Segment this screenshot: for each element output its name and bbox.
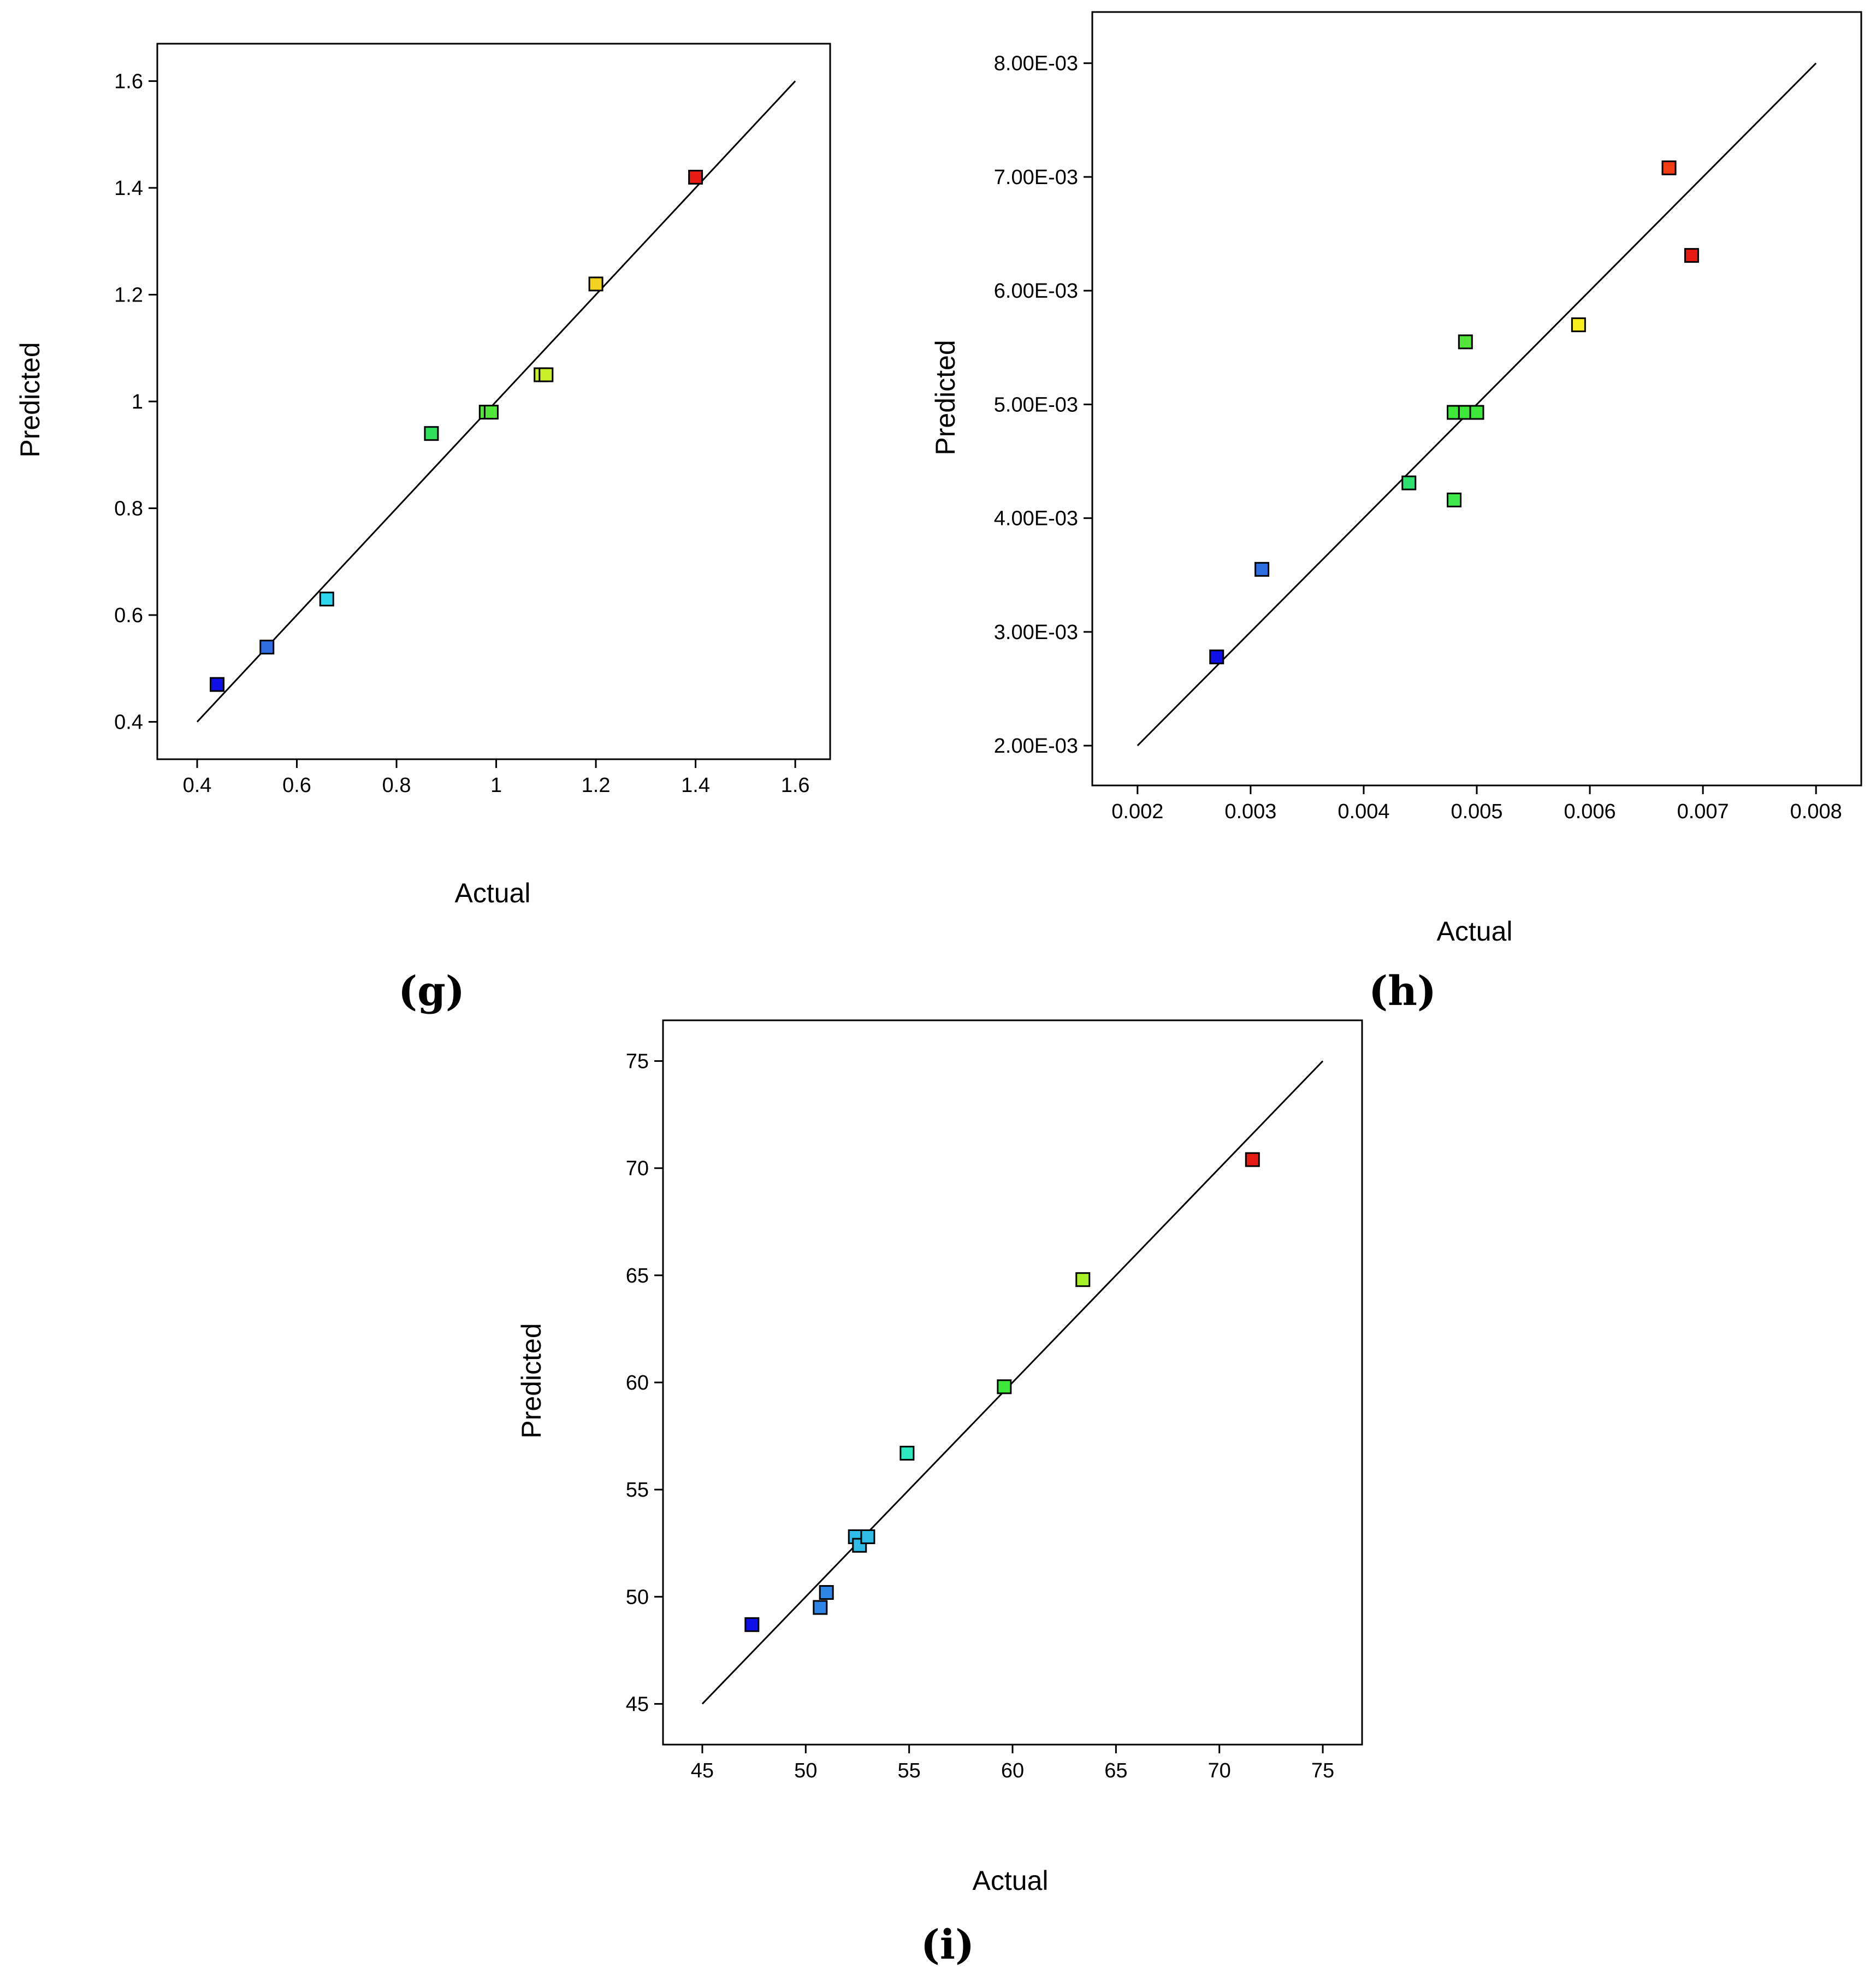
y-tick-label: 5.00E-03 bbox=[994, 393, 1078, 416]
y-axis-label-i: Predicted bbox=[516, 1323, 547, 1438]
y-tick-label: 2.00E-03 bbox=[994, 735, 1078, 758]
x-tick-label: 1 bbox=[490, 774, 502, 797]
fit-line-h bbox=[1137, 62, 1817, 747]
data-point bbox=[1245, 1152, 1260, 1167]
y-axis-i: 45 50 55 60 65 70 75 bbox=[626, 1050, 663, 1716]
y-tick-label: 8.00E-03 bbox=[994, 52, 1078, 75]
y-tick-label: 1.6 bbox=[114, 70, 143, 93]
data-point bbox=[538, 367, 554, 382]
data-point bbox=[210, 677, 225, 692]
x-tick-label: 75 bbox=[1311, 1759, 1334, 1782]
data-point bbox=[1401, 475, 1417, 490]
x-axis-h: 0.002 0.003 0.004 0.005 0.006 0.007 0.008 bbox=[1111, 785, 1842, 823]
data-point bbox=[997, 1379, 1012, 1394]
y-tick-label: 70 bbox=[626, 1157, 649, 1180]
data-point bbox=[1458, 334, 1473, 350]
fit-line-i bbox=[701, 1060, 1324, 1705]
y-tick-label: 4.00E-03 bbox=[994, 507, 1078, 530]
x-tick-label: 0.003 bbox=[1224, 800, 1276, 823]
y-tick-label: 0.6 bbox=[114, 604, 143, 627]
x-tick-label: 0.008 bbox=[1790, 800, 1842, 823]
x-tick-label: 65 bbox=[1104, 1759, 1127, 1782]
data-point bbox=[1075, 1272, 1091, 1287]
y-tick-label: 45 bbox=[626, 1693, 649, 1716]
panel-label-i: (i) bbox=[921, 1922, 974, 1969]
y-tick-label: 0.8 bbox=[114, 498, 143, 521]
x-tick-label: 55 bbox=[898, 1759, 921, 1782]
data-point bbox=[319, 592, 334, 607]
data-point bbox=[813, 1600, 828, 1615]
y-tick-label: 1 bbox=[132, 391, 143, 413]
x-tick-label: 1.2 bbox=[582, 774, 611, 797]
y-tick-label: 75 bbox=[626, 1050, 649, 1073]
data-point bbox=[1661, 160, 1677, 175]
panel-label-h: (h) bbox=[1369, 968, 1436, 1015]
data-point bbox=[860, 1529, 875, 1544]
fit-line-g bbox=[196, 80, 796, 723]
data-point bbox=[744, 1617, 760, 1632]
chart-panel-h: 0.002 0.003 0.004 0.005 0.006 0.007 0.008 2.00… bbox=[930, 11, 1862, 1015]
y-tick-label: 65 bbox=[626, 1264, 649, 1287]
data-points-g bbox=[210, 169, 703, 692]
data-point bbox=[1469, 405, 1484, 420]
x-tick-label: 0.4 bbox=[183, 774, 212, 797]
data-point bbox=[819, 1585, 834, 1600]
data-point bbox=[1447, 492, 1462, 507]
data-point bbox=[1684, 248, 1699, 263]
y-tick-label: 50 bbox=[626, 1586, 649, 1609]
x-tick-label: 0.006 bbox=[1564, 800, 1616, 823]
x-tick-label: 60 bbox=[1001, 1759, 1024, 1782]
x-axis-label-g: Actual bbox=[455, 878, 531, 908]
data-points-h bbox=[1209, 160, 1699, 665]
y-tick-label: 60 bbox=[626, 1372, 649, 1394]
panel-label-g: (g) bbox=[398, 968, 465, 1015]
data-point bbox=[259, 640, 275, 655]
data-point bbox=[688, 169, 703, 185]
x-tick-label: 0.007 bbox=[1677, 800, 1729, 823]
x-tick-label: 1.6 bbox=[781, 774, 810, 797]
x-axis-label-h: Actual bbox=[1437, 916, 1513, 947]
x-tick-label: 1.4 bbox=[681, 774, 710, 797]
x-tick-label: 0.002 bbox=[1111, 800, 1163, 823]
x-tick-label: 70 bbox=[1208, 1759, 1231, 1782]
y-tick-label: 1.2 bbox=[114, 283, 143, 306]
x-axis-i: 45 50 55 60 65 70 75 bbox=[691, 1745, 1334, 1782]
y-tick-label: 6.00E-03 bbox=[994, 280, 1078, 303]
x-tick-label: 0.005 bbox=[1451, 800, 1502, 823]
x-tick-label: 50 bbox=[794, 1759, 817, 1782]
y-axis-label-h: Predicted bbox=[930, 340, 961, 455]
y-tick-label: 0.4 bbox=[114, 711, 143, 734]
x-tick-label: 0.6 bbox=[282, 774, 311, 797]
chart-panel-g: 0.4 0.6 0.8 1 1.2 1.4 1.6 0.40.60.811.21.41.6 … bbox=[15, 43, 831, 1015]
x-axis-label-i: Actual bbox=[973, 1865, 1049, 1896]
data-points-i bbox=[744, 1152, 1260, 1632]
data-point bbox=[1209, 649, 1224, 665]
data-point bbox=[483, 405, 499, 420]
y-tick-label: 3.00E-03 bbox=[994, 621, 1078, 644]
y-tick-label: 7.00E-03 bbox=[994, 166, 1078, 189]
y-tick-label: 55 bbox=[626, 1479, 649, 1502]
data-point bbox=[899, 1445, 915, 1461]
x-tick-label: 0.004 bbox=[1338, 800, 1389, 823]
data-point bbox=[1254, 562, 1270, 577]
y-tick-label: 1.4 bbox=[114, 177, 143, 200]
plot-frame-h bbox=[1091, 11, 1862, 787]
x-axis-g: 0.4 0.6 0.8 1 1.2 1.4 1.6 bbox=[183, 759, 810, 797]
y-axis-label-g: Predicted bbox=[15, 342, 45, 457]
data-point bbox=[424, 426, 439, 441]
data-point bbox=[1571, 317, 1586, 333]
x-tick-label: 0.8 bbox=[382, 774, 411, 797]
chart-panel-i: 45 50 55 60 65 70 75 45 50 55 60 65 70 75 Actual Pre… bbox=[516, 1019, 1363, 1969]
y-axis-g: 0.4 0.6 0.8 1 1.2 1.4 1.6 bbox=[114, 70, 157, 734]
data-point bbox=[588, 276, 603, 292]
y-axis-h: 2.00E-03 3.00E-03 4.00E-03 5.00E-03 6.00E-03… bbox=[994, 52, 1092, 758]
x-tick-label: 45 bbox=[691, 1759, 714, 1782]
